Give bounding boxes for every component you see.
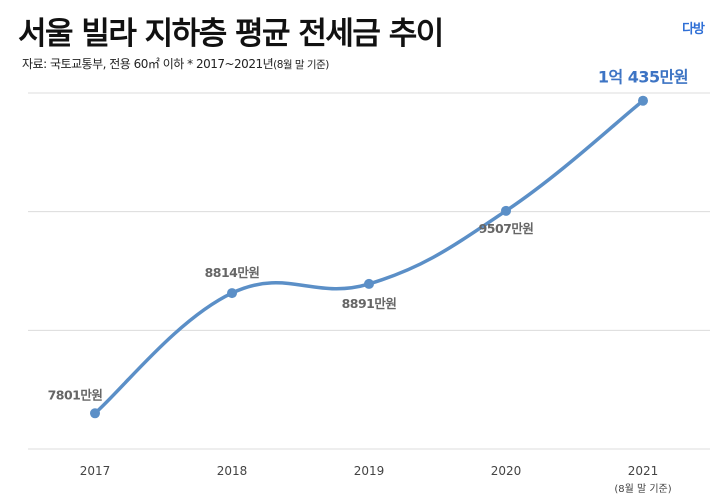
x-tick-label: 2020 bbox=[491, 464, 522, 478]
data-point bbox=[90, 408, 100, 419]
x-tick-sublabel: (8월 말 기준) bbox=[614, 483, 671, 495]
chart-title: 서울 빌라 지하층 평균 전세금 추이 bbox=[18, 16, 444, 52]
data-point bbox=[364, 278, 374, 289]
data-point bbox=[227, 288, 237, 299]
data-label: 8814만원 bbox=[205, 265, 260, 280]
data-label: 8891만원 bbox=[342, 296, 397, 311]
data-label: 1억 435만원 bbox=[598, 68, 688, 87]
subtitle-note: (8월 말 기준) bbox=[273, 59, 329, 71]
series-line bbox=[93, 98, 645, 416]
chart-subtitle: 자료: 국토교통부, 전용 60㎡ 이하 * 2017~2021년(8월 말 기… bbox=[22, 55, 329, 72]
data-label: 9507만원 bbox=[479, 221, 534, 236]
subtitle-source: 자료: 국토교통부, 전용 60㎡ 이하 * 2017~2021년 bbox=[22, 57, 274, 71]
data-point bbox=[638, 95, 648, 106]
x-tick-label: 2021 bbox=[628, 464, 659, 478]
brand-logo: 다방 bbox=[682, 22, 705, 37]
data-label: 7801만원 bbox=[48, 387, 103, 402]
x-tick-label: 2017 bbox=[80, 464, 111, 478]
x-tick-label: 2018 bbox=[217, 464, 248, 478]
x-tick-label: 2019 bbox=[354, 464, 385, 478]
data-point bbox=[501, 205, 511, 216]
